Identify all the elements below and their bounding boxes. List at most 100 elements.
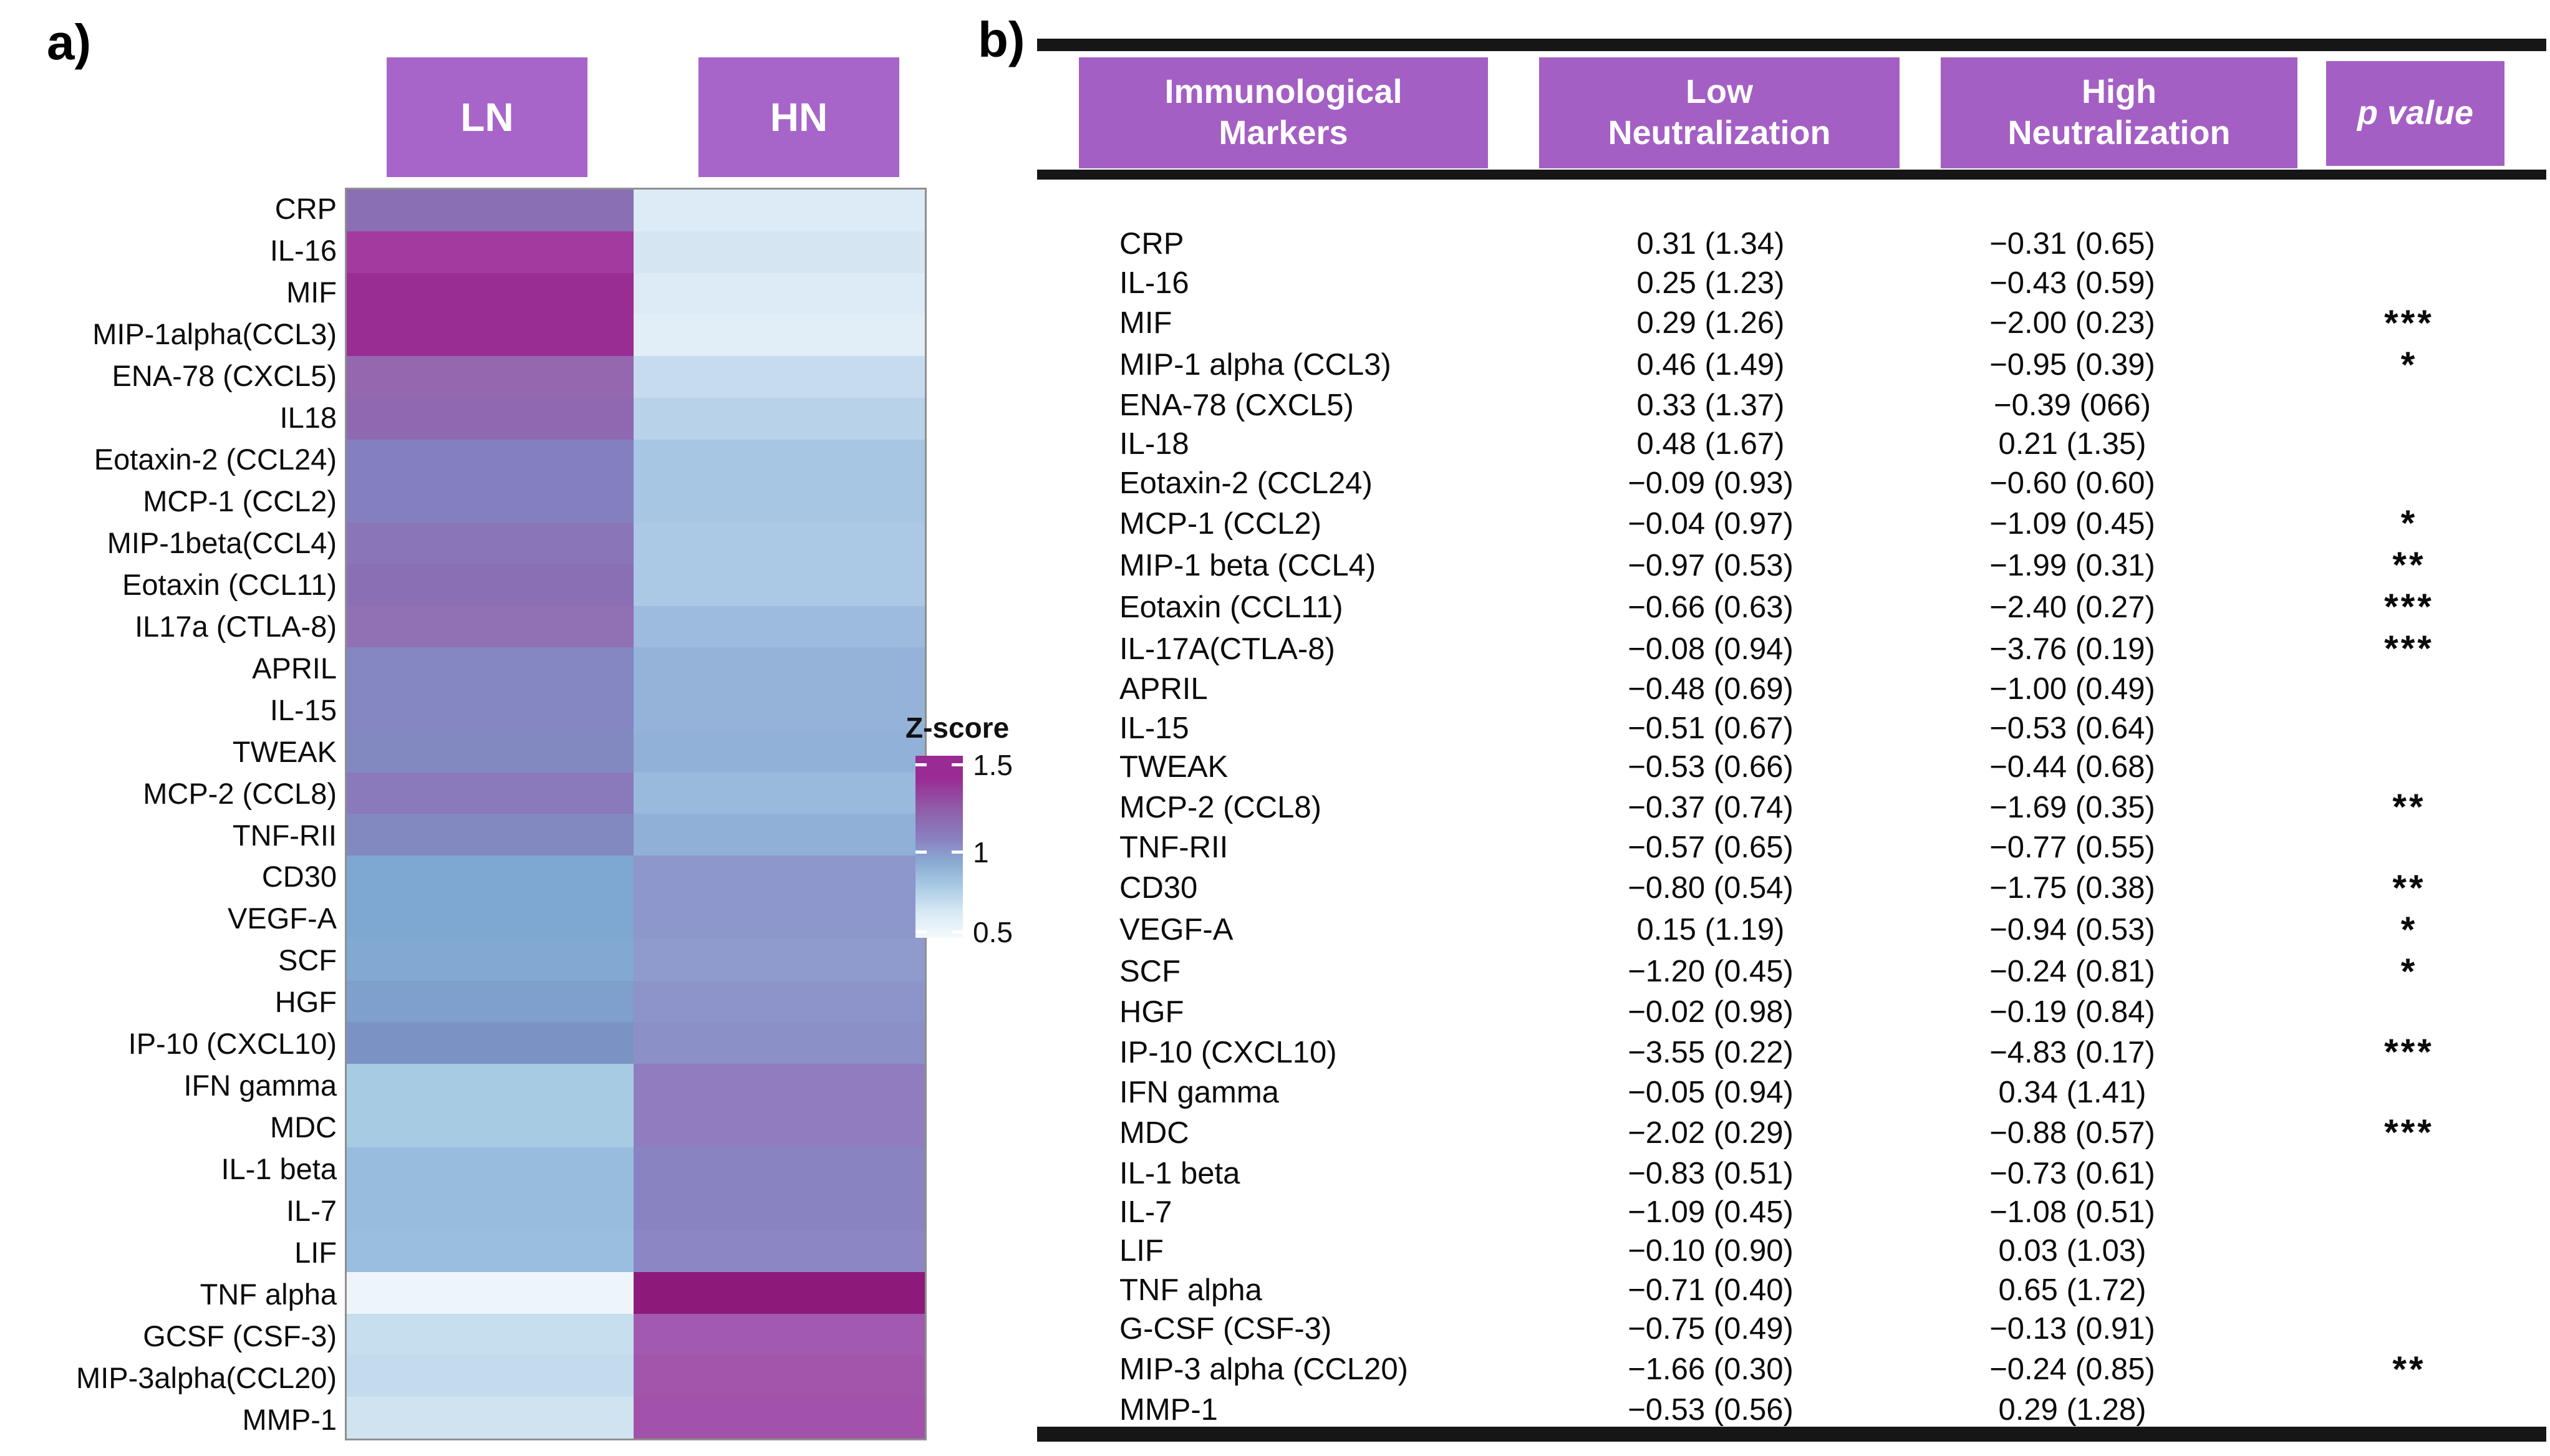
heatmap-cell-hn [633,772,925,814]
heatmap-row-label: VEGF-A [228,902,337,935]
table-cell-low-neutralization: −1.20 (0.45) [1628,955,1794,989]
table-cell-low-neutralization: −0.05 (0.94) [1628,1076,1794,1110]
heatmap-row-label: CD30 [261,860,337,894]
table-cell-high-neutralization: −0.73 (0.61) [1989,1156,2155,1190]
heatmap-row [347,1230,925,1272]
table-cell-high-neutralization: −0.31 (0.65) [1989,227,2155,261]
heatmap-cell-hn [633,1188,925,1231]
table-cell-high-neutralization: −0.60 (0.60) [1989,466,2155,500]
table-cell-marker: IP-10 (CXCL10) [1119,1035,1337,1069]
table-row: VEGF-A 0.15 (1.19) −0.94 (0.53) * [1037,909,2546,951]
table-cell-low-neutralization: −0.37 (0.74) [1628,790,1794,824]
heatmap-cell-ln [347,397,634,440]
table-cell-marker: MDC [1119,1116,1189,1150]
heatmap-cell-ln [347,1147,634,1189]
table-row: MCP-2 (CCL8) −0.37 (0.74) −1.69 (0.35) ** [1037,786,2546,828]
table-cell-marker: ENA-78 (CXCL5) [1119,388,1354,423]
table-row: MDC −2.02 (0.29) −0.88 (0.57) *** [1037,1112,2546,1154]
table-cell-low-neutralization: −1.09 (0.45) [1628,1195,1794,1230]
heatmap-cell-ln [347,897,634,939]
table-cell-high-neutralization: 0.03 (1.03) [1998,1234,2147,1268]
table-cell-p-value-stars: *** [2384,1032,2434,1073]
table-row: MCP-1 (CCL2) −0.04 (0.97) −1.09 (0.45) * [1037,503,2546,544]
table-cell-high-neutralization: −0.95 (0.39) [1989,348,2155,382]
table-row: Eotaxin (CCL11) −0.66 (0.63) −2.40 (0.27) *… [1037,586,2546,628]
table-cell-high-neutralization: −0.88 (0.57) [1989,1116,2155,1150]
heatmap-row [347,1397,925,1439]
table-header-bottom-rule [1037,170,2546,180]
table-row: G-CSF (CSF-3) −0.75 (0.49) −0.13 (0.91) [1037,1309,2546,1348]
panel-b-label: b) [978,12,1025,67]
heatmap-row-label: GCSF (CSF-3) [143,1319,337,1353]
heatmap-row [347,1064,925,1106]
table-cell-low-neutralization: 0.31 (1.34) [1636,227,1785,261]
table-cell-high-neutralization: −2.40 (0.27) [1989,590,2155,624]
heatmap-row [347,1147,925,1189]
table-cell-low-neutralization: −0.66 (0.63) [1628,590,1794,624]
heatmap-row-label: MMP-1 [242,1403,337,1437]
table-cell-p-value-stars: *** [2384,302,2434,344]
legend-title: Z-score [906,711,1010,744]
heatmap-cell-ln [347,980,634,1023]
heatmap-row [347,1188,925,1231]
heatmap-cell-hn [633,980,925,1023]
heatmap-cell-hn [633,1313,925,1356]
heatmap-row-label: MIP-1alpha(CCL3) [92,317,337,350]
table-cell-marker: MMP-1 [1119,1392,1218,1427]
heatmap-cell-hn [633,439,925,481]
table-cell-low-neutralization: 0.33 (1.37) [1636,388,1785,423]
heatmap-cell-ln [347,856,634,898]
heatmap-row-label: HGF [274,985,337,1019]
heatmap-cell-ln [347,481,634,523]
table-row: IP-10 (CXCL10) −3.55 (0.22) −4.83 (0.17) **… [1037,1031,2546,1073]
heatmap-row [347,938,925,981]
heatmap-cell-ln [347,605,634,648]
heatmap-cell-hn [633,1064,925,1106]
heatmap-row [347,1022,925,1064]
table-cell-low-neutralization: −0.02 (0.98) [1628,995,1794,1029]
table-cell-marker: APRIL [1119,672,1208,706]
heatmap-row-label: IP-10 (CXCL10) [128,1027,337,1061]
heatmap-cell-hn [633,231,925,273]
table-cell-marker: CD30 [1119,871,1198,905]
heatmap-row-label: IL-16 [269,233,337,267]
table-cell-high-neutralization: −1.09 (0.45) [1989,506,2155,541]
table-cell-high-neutralization: −0.43 (0.59) [1989,266,2155,300]
legend-tick-label: 1.5 [973,748,1013,781]
table-cell-marker: IL-15 [1119,711,1189,745]
legend-tick-label: 1 [973,836,989,869]
table-cell-p-value-stars: * [2400,344,2418,385]
heatmap-cell-ln [347,1064,634,1106]
table-row: MIP-3 alpha (CCL20) −1.66 (0.30) −0.24 (0.… [1037,1349,2546,1391]
heatmap-row [347,1105,925,1147]
table-cell-marker: SCF [1119,955,1181,989]
heatmap-row-label: MCP-1 (CCL2) [143,484,337,518]
table-row: TNF-RII −0.57 (0.65) −0.77 (0.55) [1037,828,2546,867]
heatmap-cell-ln [347,647,634,690]
heatmap-row [347,605,925,648]
heatmap-cell-hn [633,730,925,773]
heatmap-row-label: TWEAK [232,735,337,768]
table-cell-high-neutralization: −0.39 (066) [1994,388,2151,423]
table-row: IFN gamma −0.05 (0.94) 0.34 (1.41) [1037,1073,2546,1112]
heatmap-cell-hn [633,356,925,398]
heatmap-cell-hn [633,897,925,939]
heatmap-row-label: MDC [269,1111,337,1144]
heatmap-cell-ln [347,231,634,273]
table-cell-low-neutralization: −0.10 (0.90) [1628,1234,1794,1268]
table-cell-marker: HGF [1119,995,1184,1029]
heatmap-cell-ln [347,272,634,315]
heatmap-row-label: Eotaxin-2 (CCL24) [94,442,337,476]
table-cell-high-neutralization: −2.00 (0.23) [1989,306,2155,340]
table-cell-marker: IL-16 [1119,266,1189,300]
legend-tick-label: 0.5 [973,916,1013,949]
table-cell-p-value-stars: ** [2392,787,2426,828]
table-cell-low-neutralization: 0.25 (1.23) [1636,266,1785,300]
heatmap-cell-hn [633,1397,925,1439]
heatmap-cell-hn [633,1147,925,1189]
table-cell-high-neutralization: 0.65 (1.72) [1998,1273,2147,1307]
heatmap-row [347,272,925,315]
heatmap-row-label: MIP-1beta(CCL4) [107,526,337,559]
table-cell-high-neutralization: 0.29 (1.28) [1998,1392,2147,1427]
